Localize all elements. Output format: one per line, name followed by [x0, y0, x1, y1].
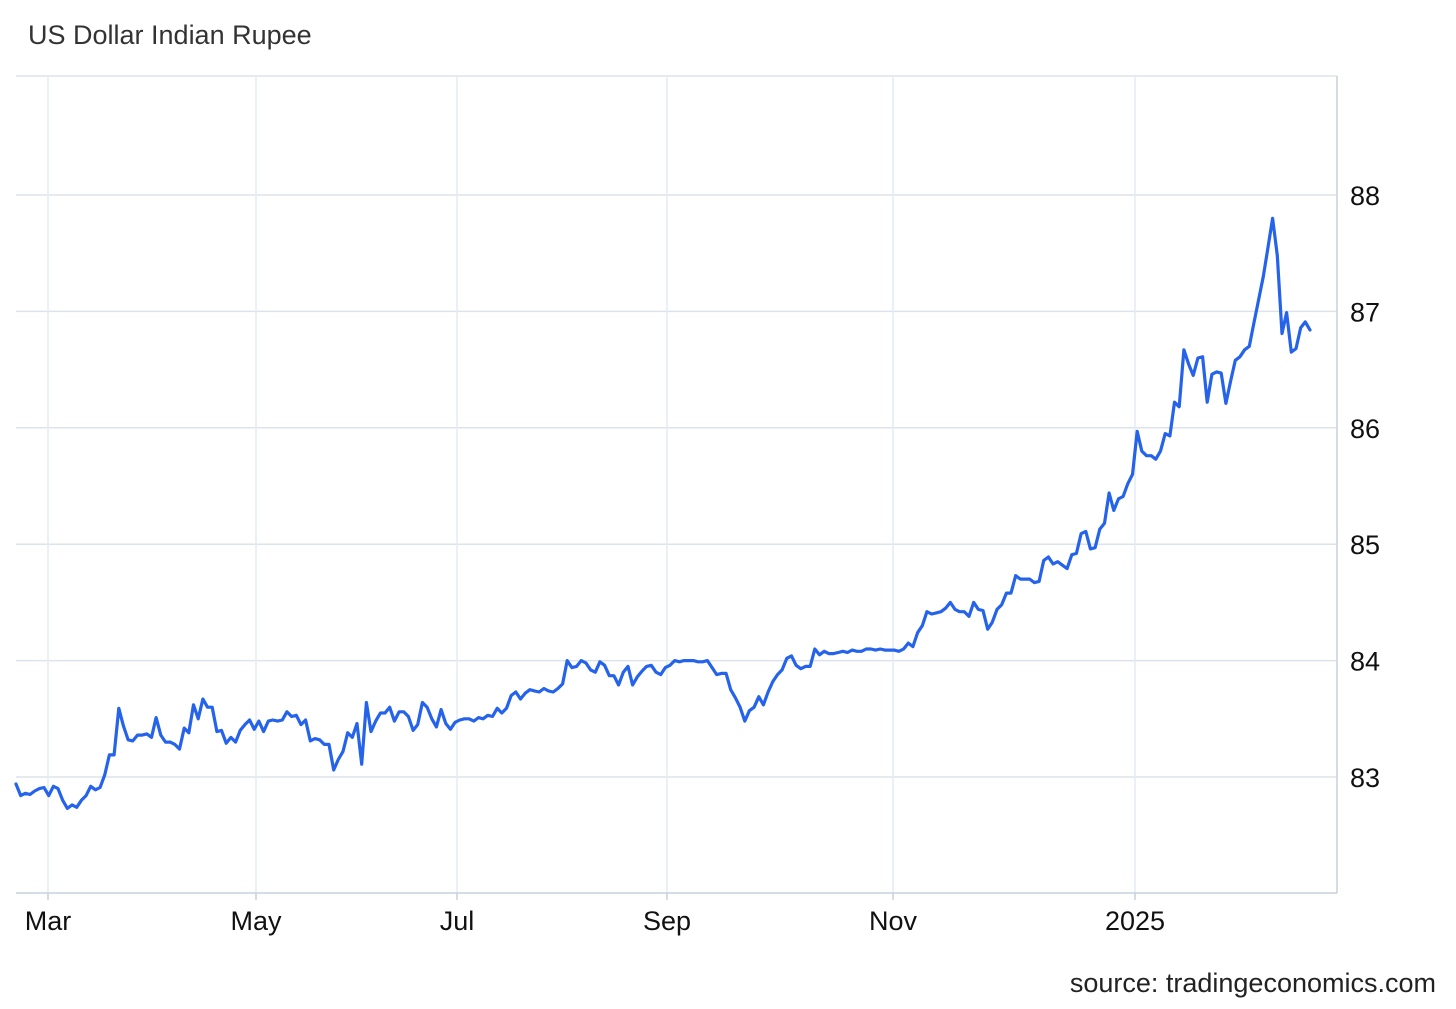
y-tick-label: 87	[1350, 297, 1380, 327]
x-tick-label: May	[230, 906, 282, 936]
tick-labels: 83 84 85 86 87 88 Mar May Jul Sep Nov 2025	[25, 181, 1380, 936]
y-tick-label: 83	[1350, 763, 1380, 793]
x-tick-label: Jul	[440, 906, 475, 936]
chart-title: US Dollar Indian Rupee	[28, 20, 312, 50]
grid	[16, 75, 1337, 893]
source-credit: source: tradingeconomics.com	[1069, 968, 1436, 998]
y-tick-label: 85	[1350, 530, 1380, 560]
x-tick-label: Mar	[25, 906, 72, 936]
axes	[16, 76, 1338, 900]
y-tick-label: 86	[1350, 414, 1380, 444]
y-tick-label: 84	[1350, 647, 1380, 677]
x-tick-label: Sep	[643, 906, 691, 936]
usd-inr-series-line	[14, 216, 1312, 810]
x-tick-label: Nov	[869, 906, 918, 936]
y-tick-label: 88	[1350, 181, 1380, 211]
x-tick-label: 2025	[1105, 906, 1165, 936]
series-layer	[14, 216, 1312, 810]
